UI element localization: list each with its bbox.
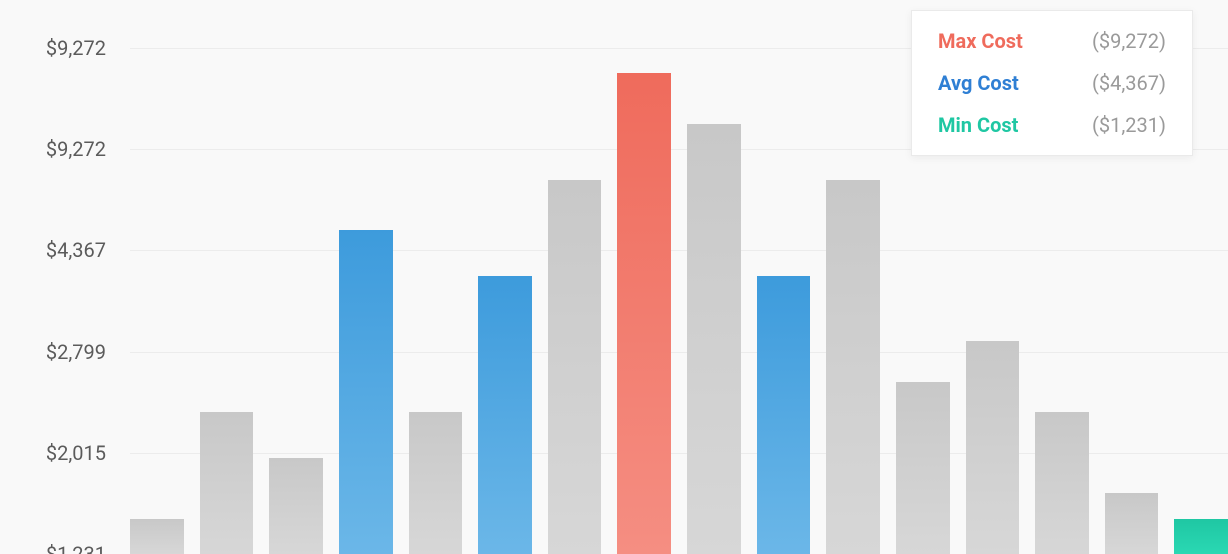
bar-blue [757, 276, 811, 554]
bar-gray [966, 341, 1020, 554]
cost-bar-chart: $9,272 $9,272 $4,367 $2,799 $2,015 $1,231 Max… [0, 0, 1228, 554]
y-tick-label: $9,272 [46, 36, 106, 60]
bar-blue [339, 230, 393, 554]
bar-gray [896, 382, 950, 554]
bar-gray [1035, 412, 1089, 554]
bar-gray [548, 180, 602, 554]
y-tick-label: $1,231 [46, 542, 106, 554]
y-axis-labels: $9,272$9,272$4,367$2,799$2,015$1,231 [0, 48, 130, 554]
y-tick-label: $2,799 [46, 340, 106, 364]
y-tick-label: $2,015 [46, 441, 106, 465]
legend-label-max: Max Cost [938, 31, 1023, 51]
bar-gray [200, 412, 254, 554]
y-tick-label: $4,367 [46, 238, 106, 262]
legend-value-max: ($9,272) [1092, 31, 1166, 51]
legend-label-avg: Avg Cost [938, 73, 1019, 93]
bar-gray [409, 412, 463, 554]
bar-gray [269, 458, 323, 554]
bar-red [617, 73, 671, 554]
legend-card: Max Cost ($9,272) Avg Cost ($4,367) Min … [911, 10, 1193, 156]
legend-row-avg: Avg Cost ($4,367) [938, 73, 1166, 93]
bar-gray [1105, 493, 1159, 554]
legend-value-avg: ($4,367) [1092, 73, 1166, 93]
bar-gray [130, 519, 184, 554]
bar-gray [687, 124, 741, 554]
legend-value-min: ($1,231) [1092, 115, 1166, 135]
legend-row-min: Min Cost ($1,231) [938, 115, 1166, 135]
bar-gray [826, 180, 880, 554]
bar-blue [478, 276, 532, 554]
y-tick-label: $9,272 [46, 137, 106, 161]
legend-row-max: Max Cost ($9,272) [938, 31, 1166, 51]
bar-teal [1174, 519, 1228, 554]
legend-label-min: Min Cost [938, 115, 1018, 135]
